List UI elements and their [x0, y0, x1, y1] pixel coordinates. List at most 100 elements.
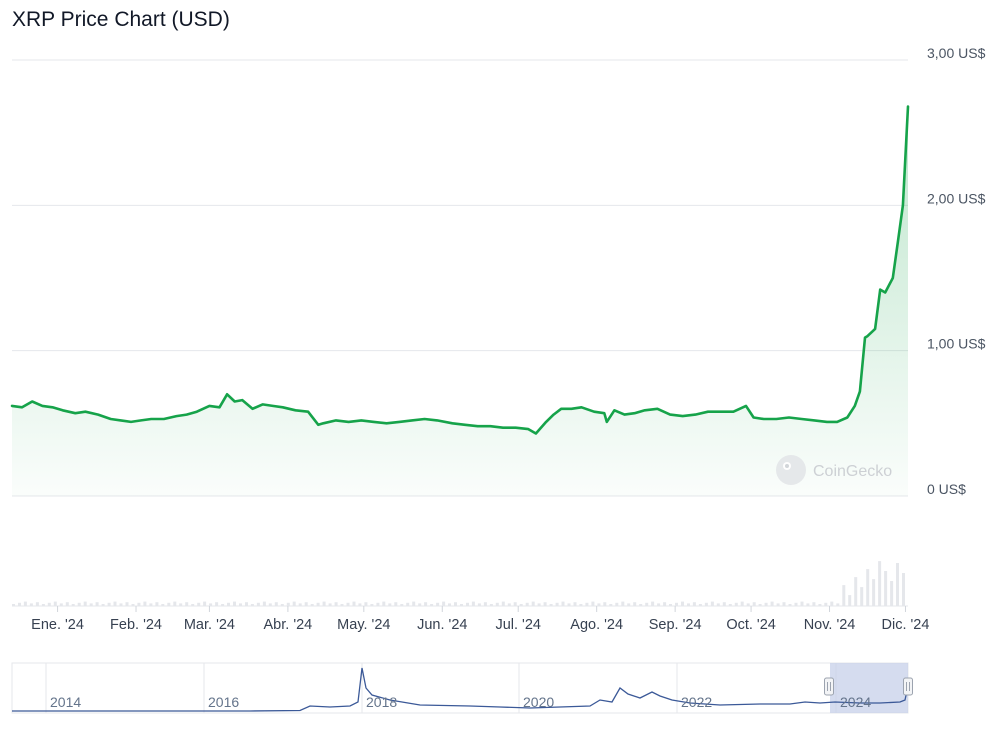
volume-bar — [561, 601, 565, 606]
price-area-fill — [12, 106, 908, 496]
volume-bar — [579, 604, 583, 606]
volume-bar — [71, 604, 75, 606]
navigator-year-label: 2016 — [208, 694, 239, 710]
volume-bar — [358, 603, 362, 606]
volume-bar — [364, 602, 368, 606]
volume-bar — [262, 601, 266, 606]
volume-bar — [848, 595, 852, 606]
volume-bar — [227, 602, 230, 606]
volume-bar — [448, 603, 451, 606]
volume-bar — [155, 602, 159, 606]
volume-bar — [442, 601, 446, 606]
volume-bar — [860, 587, 864, 606]
volume-bar — [812, 602, 816, 606]
volume-bar — [633, 602, 637, 606]
volume-bar — [645, 602, 649, 606]
volume-bar — [806, 603, 810, 606]
volume-bar — [585, 602, 589, 606]
volume-bar — [209, 603, 213, 606]
volume-bar — [687, 603, 690, 606]
volume-bar — [537, 603, 541, 606]
volume-bar — [657, 603, 661, 606]
volume-bar — [233, 601, 236, 606]
volume-bar — [310, 604, 314, 606]
volume-bar — [824, 602, 828, 606]
volume-bar — [776, 603, 780, 606]
x-tick-label: Jun. '24 — [417, 617, 467, 633]
volume-bar — [256, 602, 260, 606]
volume-bar — [710, 601, 714, 606]
volume-bar — [424, 602, 428, 606]
volume-bar — [454, 602, 457, 606]
volume-bar — [627, 603, 631, 606]
volume-bar — [221, 604, 225, 606]
volume-bar — [286, 602, 290, 606]
volume-bar — [59, 603, 63, 606]
volume-bar — [669, 604, 672, 606]
volume-bar — [489, 604, 493, 606]
volume-bar — [346, 602, 350, 606]
navigator-year-label: 2018 — [366, 694, 397, 710]
volume-bar — [197, 602, 201, 606]
navigator-year-label: 2022 — [681, 694, 712, 710]
volume-bar — [621, 601, 625, 606]
range-navigator[interactable]: 2014 2016 2018 2020 2022 2024 — [11, 662, 913, 714]
navigator-history-line — [12, 667, 909, 712]
volume-bar — [591, 601, 595, 606]
volume-bar — [603, 602, 607, 606]
volume-bar — [179, 603, 183, 606]
volume-bar — [268, 603, 272, 606]
x-tick-label: Ago. '24 — [570, 617, 623, 633]
x-tick-label: Mar. '24 — [184, 617, 235, 633]
x-tick-label: Sep. '24 — [649, 617, 702, 633]
volume-bar — [35, 602, 39, 606]
navigator-right-handle[interactable] — [903, 677, 913, 696]
price-line[interactable] — [10, 105, 910, 435]
x-tick-label: Oct. '24 — [726, 617, 776, 633]
volume-bar — [734, 602, 738, 606]
volume-bar — [436, 602, 440, 606]
volume-bar — [113, 601, 117, 606]
volume-bar — [167, 602, 171, 606]
volume-bar — [89, 603, 93, 606]
volume-bar — [12, 604, 15, 606]
volume-bar — [137, 602, 141, 606]
navigator-year-label: 2014 — [50, 694, 81, 710]
volume-bar — [316, 602, 320, 606]
y-tick-label: 3,00 US$ — [927, 45, 986, 61]
volume-bar — [890, 581, 894, 606]
volume-bar — [466, 602, 469, 606]
y-tick-label: 1,00 US$ — [927, 336, 986, 352]
volume-bar — [47, 602, 51, 606]
volume-bar — [675, 602, 678, 606]
volume-bar — [430, 604, 434, 606]
volume-bar — [394, 602, 398, 606]
volume-bar — [728, 604, 732, 606]
volume-bar — [716, 603, 720, 606]
volume-bar — [334, 602, 338, 606]
x-tick-label: Feb. '24 — [110, 617, 162, 633]
volume-bar — [525, 602, 529, 606]
volume-bar — [854, 577, 858, 606]
volume-bar — [53, 601, 57, 606]
navigator-selected-range[interactable] — [830, 663, 908, 713]
volume-bar — [549, 604, 553, 606]
volume-bar — [597, 603, 601, 606]
x-tick-label: Jul. '24 — [495, 617, 541, 633]
volume-bar — [513, 602, 517, 606]
y-axis-ticks: 3,00 US$ 2,00 US$ 1,00 US$ 0 US$ — [927, 45, 986, 497]
volume-bar — [173, 601, 177, 606]
watermark-text: CoinGecko — [813, 463, 892, 480]
volume-bar — [418, 603, 422, 606]
volume-bar — [107, 602, 111, 606]
volume-bar — [573, 602, 577, 606]
volume-bar — [250, 604, 254, 606]
navigator-left-handle[interactable] — [824, 677, 834, 696]
volume-bar — [609, 604, 613, 606]
volume-bar — [896, 563, 899, 606]
volume-bar — [101, 604, 105, 606]
y-tick-label: 0 US$ — [927, 481, 966, 497]
navigator-year-label: 2020 — [523, 694, 554, 710]
volume-bar — [41, 604, 45, 606]
